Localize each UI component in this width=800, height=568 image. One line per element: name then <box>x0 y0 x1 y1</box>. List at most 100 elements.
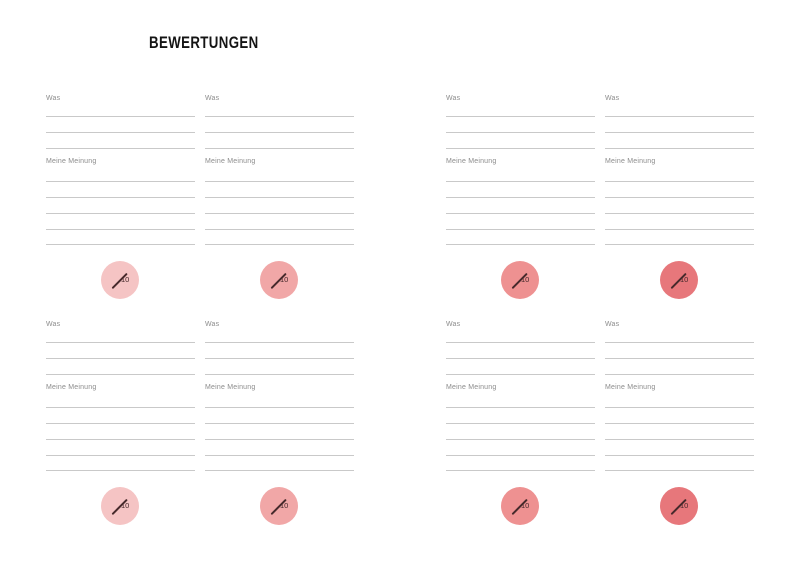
rating-badge: 10 <box>501 261 539 299</box>
rating-max: 10 <box>680 275 689 284</box>
rating-badge: 10 <box>501 487 539 525</box>
write-line <box>605 229 754 230</box>
rating-max: 10 <box>121 275 130 284</box>
rating-badge: 10 <box>260 487 298 525</box>
write-line <box>605 358 754 359</box>
write-line <box>446 244 595 245</box>
write-line <box>605 423 754 424</box>
write-line <box>46 181 195 182</box>
review-block-3: Was Meine Meinung 10 <box>446 92 595 304</box>
write-line <box>605 116 754 117</box>
write-line <box>46 470 195 471</box>
write-line <box>205 407 354 408</box>
write-line <box>46 132 195 133</box>
write-line <box>205 342 354 343</box>
what-label: Was <box>605 95 620 102</box>
review-block-6: Was Meine Meinung 10 <box>205 318 354 530</box>
rating-badge: 10 <box>660 261 698 299</box>
write-line <box>446 423 595 424</box>
write-line <box>605 213 754 214</box>
write-line <box>205 244 354 245</box>
write-line <box>46 148 195 149</box>
opinion-label: Meine Meinung <box>446 384 497 391</box>
write-line <box>46 116 195 117</box>
write-line <box>446 213 595 214</box>
write-line <box>46 197 195 198</box>
opinion-label: Meine Meinung <box>605 158 656 165</box>
write-line <box>205 148 354 149</box>
opinion-label: Meine Meinung <box>46 158 97 165</box>
write-line <box>446 116 595 117</box>
write-line <box>605 342 754 343</box>
opinion-label: Meine Meinung <box>605 384 656 391</box>
review-block-8: Was Meine Meinung 10 <box>605 318 754 530</box>
opinion-label: Meine Meinung <box>205 384 256 391</box>
write-line <box>46 244 195 245</box>
write-line <box>205 213 354 214</box>
write-line <box>205 197 354 198</box>
rating-max: 10 <box>280 275 289 284</box>
write-line <box>446 358 595 359</box>
what-label: Was <box>205 321 220 328</box>
rating-max: 10 <box>680 501 689 510</box>
write-line <box>605 244 754 245</box>
page-title: BEWERTUNGEN <box>149 33 259 52</box>
write-line <box>446 197 595 198</box>
write-line <box>446 439 595 440</box>
write-line <box>205 181 354 182</box>
write-line <box>46 229 195 230</box>
rating-max: 10 <box>121 501 130 510</box>
opinion-label: Meine Meinung <box>205 158 256 165</box>
write-line <box>46 358 195 359</box>
write-line <box>205 374 354 375</box>
write-line <box>205 358 354 359</box>
review-block-1: Was Meine Meinung 10 <box>46 92 195 304</box>
write-line <box>605 181 754 182</box>
write-line <box>605 148 754 149</box>
write-line <box>46 455 195 456</box>
what-label: Was <box>205 95 220 102</box>
rating-badge: 10 <box>101 261 139 299</box>
what-label: Was <box>605 321 620 328</box>
review-block-4: Was Meine Meinung 10 <box>605 92 754 304</box>
write-line <box>605 374 754 375</box>
write-line <box>446 229 595 230</box>
write-line <box>605 197 754 198</box>
write-line <box>446 342 595 343</box>
write-line <box>605 132 754 133</box>
write-line <box>205 470 354 471</box>
rating-max: 10 <box>521 501 530 510</box>
write-line <box>446 132 595 133</box>
review-block-5: Was Meine Meinung 10 <box>46 318 195 530</box>
write-line <box>605 407 754 408</box>
rating-badge: 10 <box>260 261 298 299</box>
write-line <box>446 470 595 471</box>
write-line <box>205 116 354 117</box>
write-line <box>205 229 354 230</box>
opinion-label: Meine Meinung <box>46 384 97 391</box>
write-line <box>205 132 354 133</box>
write-line <box>446 455 595 456</box>
write-line <box>446 148 595 149</box>
write-line <box>605 470 754 471</box>
what-label: Was <box>46 95 61 102</box>
write-line <box>205 439 354 440</box>
write-line <box>46 213 195 214</box>
write-line <box>446 181 595 182</box>
write-line <box>46 423 195 424</box>
rating-max: 10 <box>280 501 289 510</box>
write-line <box>205 455 354 456</box>
rating-max: 10 <box>521 275 530 284</box>
what-label: Was <box>446 321 461 328</box>
write-line <box>46 374 195 375</box>
opinion-label: Meine Meinung <box>446 158 497 165</box>
write-line <box>446 407 595 408</box>
what-label: Was <box>446 95 461 102</box>
write-line <box>205 423 354 424</box>
rating-badge: 10 <box>660 487 698 525</box>
review-block-7: Was Meine Meinung 10 <box>446 318 595 530</box>
review-block-2: Was Meine Meinung 10 <box>205 92 354 304</box>
write-line <box>605 455 754 456</box>
write-line <box>605 439 754 440</box>
write-line <box>446 374 595 375</box>
